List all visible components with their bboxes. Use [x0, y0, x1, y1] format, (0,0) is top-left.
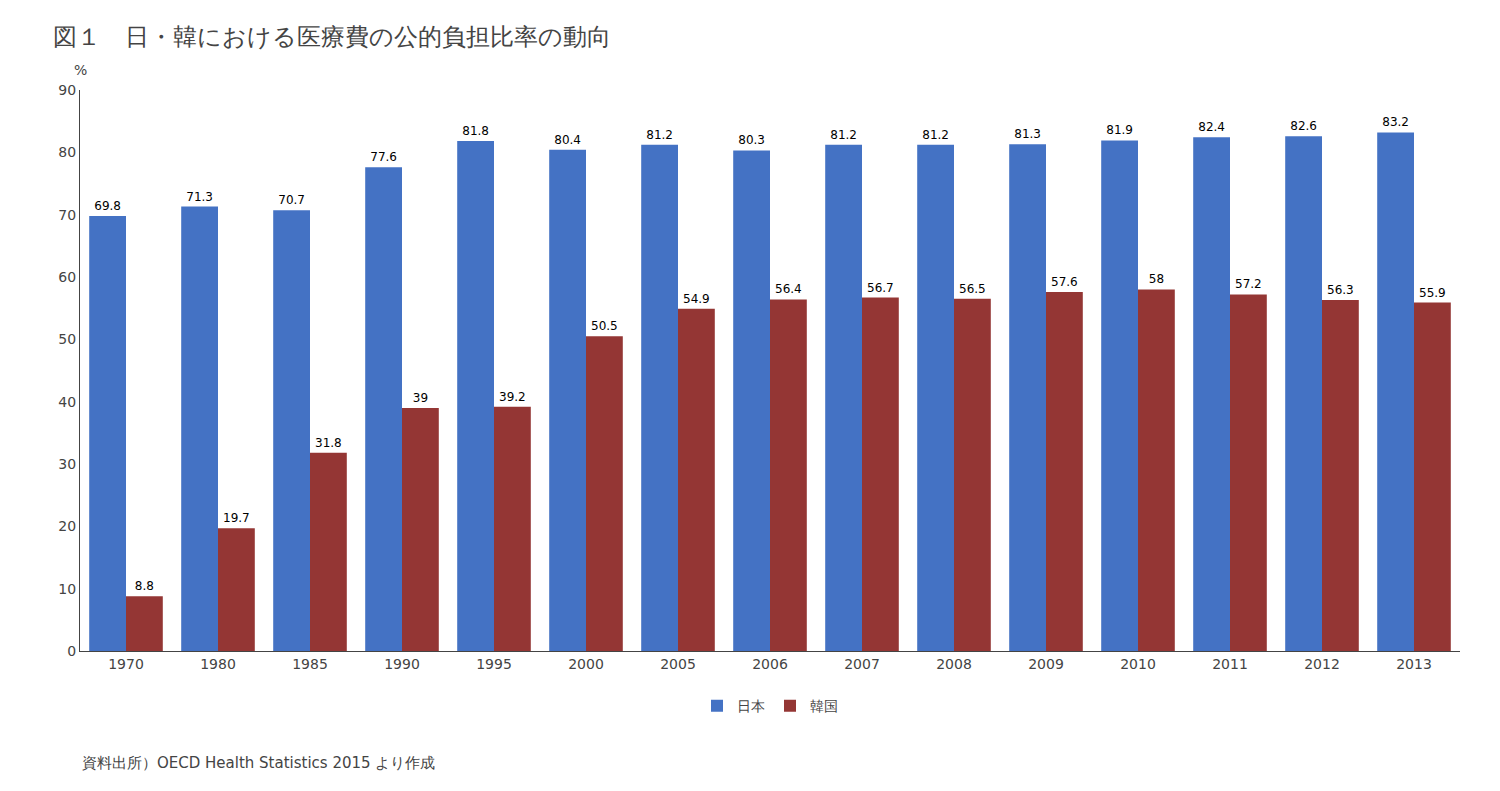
svg-text:2007: 2007 — [844, 656, 880, 672]
svg-text:資料出所）OECD Health Statistics 20: 資料出所）OECD Health Statistics 2015 より作成 — [82, 754, 435, 772]
svg-text:56.7: 56.7 — [867, 281, 894, 295]
svg-text:20: 20 — [58, 518, 76, 534]
svg-text:2010: 2010 — [1120, 656, 1156, 672]
svg-text:2013: 2013 — [1396, 656, 1432, 672]
svg-text:77.6: 77.6 — [370, 150, 397, 164]
svg-text:81.2: 81.2 — [922, 128, 949, 142]
svg-text:69.8: 69.8 — [94, 199, 121, 213]
svg-text:日本: 日本 — [737, 698, 765, 714]
svg-text:40: 40 — [58, 394, 76, 410]
svg-text:31.8: 31.8 — [315, 436, 342, 450]
svg-text:50.5: 50.5 — [591, 319, 618, 333]
svg-text:2006: 2006 — [752, 656, 788, 672]
svg-text:70.7: 70.7 — [278, 193, 305, 207]
svg-text:80.4: 80.4 — [554, 133, 581, 147]
svg-text:70: 70 — [58, 207, 76, 223]
svg-text:2011: 2011 — [1212, 656, 1248, 672]
svg-text:19.7: 19.7 — [223, 511, 250, 525]
svg-text:39.2: 39.2 — [499, 390, 526, 404]
svg-text:56.4: 56.4 — [775, 282, 802, 296]
svg-text:71.3: 71.3 — [186, 190, 213, 204]
svg-text:1970: 1970 — [108, 656, 144, 672]
svg-text:90: 90 — [58, 82, 76, 98]
svg-text:80: 80 — [58, 144, 76, 160]
svg-text:2012: 2012 — [1304, 656, 1340, 672]
svg-text:81.8: 81.8 — [462, 124, 489, 138]
svg-text:8.8: 8.8 — [135, 579, 154, 593]
svg-text:30: 30 — [58, 456, 76, 472]
svg-text:81.2: 81.2 — [646, 128, 673, 142]
svg-text:82.4: 82.4 — [1198, 120, 1225, 134]
svg-text:57.2: 57.2 — [1235, 277, 1262, 291]
svg-text:50: 50 — [58, 331, 76, 347]
svg-text:83.2: 83.2 — [1382, 115, 1409, 129]
svg-text:55.9: 55.9 — [1419, 286, 1446, 300]
svg-text:81.3: 81.3 — [1014, 127, 1041, 141]
svg-text:58: 58 — [1149, 272, 1164, 286]
svg-text:2000: 2000 — [568, 656, 604, 672]
svg-text:1980: 1980 — [200, 656, 236, 672]
svg-text:54.9: 54.9 — [683, 292, 710, 306]
svg-text:56.5: 56.5 — [959, 282, 986, 296]
svg-text:60: 60 — [58, 269, 76, 285]
svg-text:81.9: 81.9 — [1106, 123, 1133, 137]
svg-text:1985: 1985 — [292, 656, 328, 672]
svg-text:2009: 2009 — [1028, 656, 1064, 672]
svg-text:韓国: 韓国 — [810, 698, 838, 714]
svg-text:2005: 2005 — [660, 656, 696, 672]
svg-text:10: 10 — [58, 581, 76, 597]
svg-text:80.3: 80.3 — [738, 133, 765, 147]
svg-text:39: 39 — [413, 391, 428, 405]
svg-text:81.2: 81.2 — [830, 128, 857, 142]
svg-text:1995: 1995 — [476, 656, 512, 672]
svg-text:2008: 2008 — [936, 656, 972, 672]
svg-text:56.3: 56.3 — [1327, 283, 1354, 297]
svg-text:1990: 1990 — [384, 656, 420, 672]
svg-text:82.6: 82.6 — [1290, 119, 1317, 133]
svg-text:57.6: 57.6 — [1051, 275, 1078, 289]
svg-text:%: % — [74, 62, 87, 78]
svg-text:0: 0 — [67, 643, 76, 659]
svg-text:図１ 日・韓における医療費の公的負担比率の動向: 図１ 日・韓における医療費の公的負担比率の動向 — [53, 23, 611, 51]
